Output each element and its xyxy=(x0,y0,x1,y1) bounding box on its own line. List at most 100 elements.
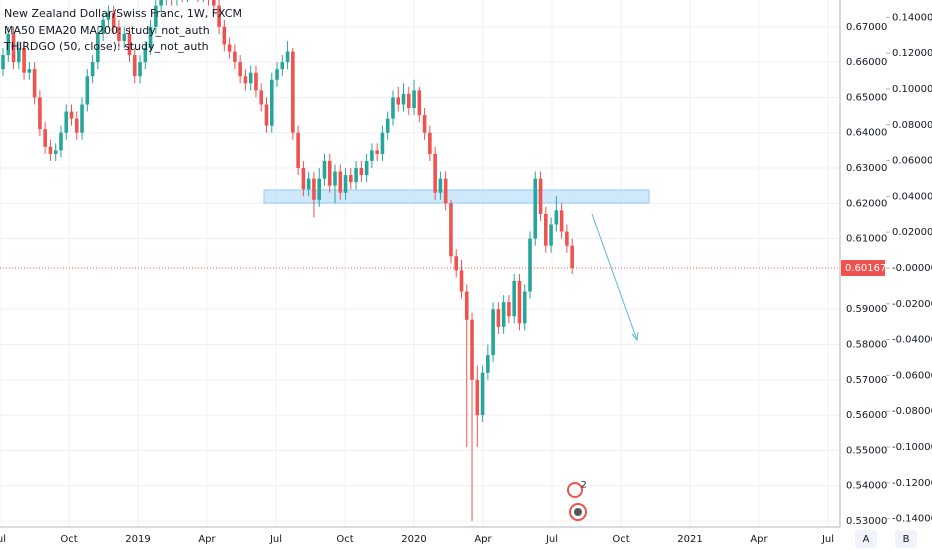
x-tick-label: Jul xyxy=(545,534,558,545)
candle-body xyxy=(53,150,58,154)
candle-body xyxy=(317,178,321,200)
x-tick-label: Jul xyxy=(0,534,6,545)
y2-tick-label: 0.08000 xyxy=(892,120,932,131)
candle-body xyxy=(117,26,121,41)
candle-body xyxy=(528,238,532,292)
candle-body xyxy=(48,146,53,154)
button[interactable] xyxy=(855,530,877,548)
y2-tick-label: 0.12000 xyxy=(892,48,932,59)
candle-body xyxy=(106,12,111,20)
candle-body xyxy=(533,178,538,239)
x-tick-label: Jul xyxy=(269,534,282,545)
candle-body xyxy=(359,168,364,176)
arrow-head xyxy=(631,331,639,342)
y-tick-label: 0.56000 xyxy=(846,410,887,421)
button-label[interactable]: B xyxy=(903,534,910,545)
candle-body xyxy=(349,175,353,183)
arrow xyxy=(591,213,638,341)
y2-tick-label: 0.10000 xyxy=(892,84,932,95)
candle-body xyxy=(27,69,32,73)
candle-body xyxy=(544,213,548,246)
candle-body xyxy=(554,210,559,225)
events[interactable]: 2 xyxy=(567,481,587,521)
candle-body xyxy=(238,62,242,77)
y2-tick-label: 0.14000 xyxy=(892,12,932,23)
grid xyxy=(0,0,840,527)
event-count: 2 xyxy=(581,481,587,491)
candle-body xyxy=(464,291,469,320)
last-price-label: 0.60167 xyxy=(845,263,886,274)
candle-body xyxy=(491,309,495,356)
candle-body xyxy=(111,12,116,27)
y-tick-label: 0.62000 xyxy=(846,198,887,209)
candle-body xyxy=(428,132,432,154)
y-tick-label: 0.61000 xyxy=(846,234,887,245)
candle-body xyxy=(264,104,269,126)
candle-body xyxy=(406,93,411,109)
candle-body xyxy=(327,160,332,186)
candle-body xyxy=(243,76,248,84)
candle-body xyxy=(59,132,63,151)
button-label[interactable]: A xyxy=(863,534,870,545)
x-tick-label: 2021 xyxy=(677,534,702,545)
candle-body xyxy=(422,115,427,133)
candle-body xyxy=(159,0,163,6)
candle-body xyxy=(370,150,374,161)
candle-body xyxy=(69,111,74,119)
candle-body xyxy=(275,69,279,80)
y-tick-label: 0.58000 xyxy=(846,340,887,351)
candle-body xyxy=(64,111,69,133)
event-icon[interactable] xyxy=(567,482,583,498)
button[interactable] xyxy=(895,530,917,548)
candle-body xyxy=(512,280,516,317)
candle-body xyxy=(443,178,448,204)
x-tick-label: Apr xyxy=(474,534,492,545)
candle-body xyxy=(559,210,564,232)
candle-body xyxy=(280,62,285,70)
candle-body xyxy=(565,231,569,246)
candle-body xyxy=(449,203,453,257)
y2-tick-label: 0.06000 xyxy=(892,156,932,167)
candle-body xyxy=(459,270,464,292)
candle-body xyxy=(217,5,221,27)
x-tick-label: Jul xyxy=(821,534,834,545)
candle-body xyxy=(486,355,490,373)
y2-tick-label: -0.04000 xyxy=(892,335,932,346)
candle-body xyxy=(301,168,306,190)
x-tick-label: Apr xyxy=(198,534,216,545)
candle-body xyxy=(454,256,459,271)
x-tick-label: Oct xyxy=(60,534,77,545)
y2-tick-label: -0.14000 xyxy=(892,514,932,525)
candle-body xyxy=(438,178,443,193)
candle-body xyxy=(254,72,258,91)
x-tick-label: Apr xyxy=(750,534,768,545)
x-tick-label: Oct xyxy=(336,534,353,545)
candle-body xyxy=(306,178,311,190)
candle-body xyxy=(322,160,327,179)
y-tick-label: 0.64000 xyxy=(846,128,887,139)
plot xyxy=(0,0,840,521)
candle-body xyxy=(570,245,574,268)
x-tick-label: 2019 xyxy=(125,534,150,545)
indicator: MA50 EMA20 MA200: study_not_auth xyxy=(4,24,210,37)
y-tick-label: 0.63000 xyxy=(846,163,887,174)
candle-body xyxy=(475,379,480,416)
candle-body xyxy=(22,48,26,73)
candle-body xyxy=(38,97,42,130)
candle-body xyxy=(122,33,127,41)
candle-body xyxy=(248,72,253,84)
candle-body xyxy=(291,51,295,133)
y-tick-label: 0.59000 xyxy=(846,304,887,315)
y-tick-label: 0.67000 xyxy=(846,22,887,33)
candle-body xyxy=(507,302,511,317)
y2-tick-label: 0.04000 xyxy=(892,191,932,202)
candle-body xyxy=(549,224,553,246)
candle-body xyxy=(375,150,379,154)
y-tick-label: 0.55000 xyxy=(846,445,887,456)
candle-body xyxy=(412,90,416,109)
y2-tick-label: -0.06000 xyxy=(892,370,932,381)
y2-tick-label: -0.08000 xyxy=(892,406,932,417)
candle-body xyxy=(6,33,11,56)
candle-body xyxy=(132,55,137,77)
